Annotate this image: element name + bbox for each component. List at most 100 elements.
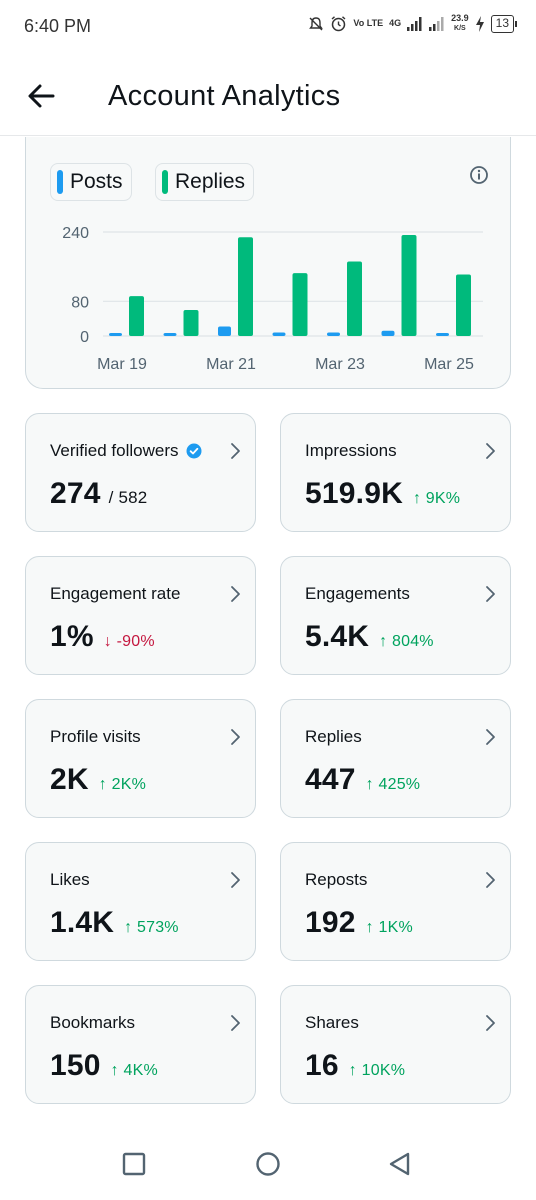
stat-value-row: 16 ↑ 10K% — [305, 1049, 405, 1083]
arrow-left-icon[interactable] — [26, 80, 58, 112]
bar-posts[interactable] — [109, 333, 122, 336]
stat-change: ↑ 1K% — [365, 919, 413, 936]
stat-total: / 582 — [108, 488, 148, 507]
stat-value: 16 — [305, 1049, 339, 1082]
bar-posts[interactable] — [218, 326, 231, 336]
chevron-right-icon — [231, 586, 240, 602]
app-header: Account Analytics — [0, 60, 536, 136]
stat-value-row: 519.9K ↑ 9K% — [305, 477, 460, 511]
status-icons: Vo LTE 4G 23.9 K/S 13 — [308, 14, 518, 33]
stat-title-label: Verified followers — [50, 441, 179, 460]
stat-title-label: Impressions — [305, 441, 397, 460]
data-speed-value: 23.9 — [451, 13, 469, 23]
stat-card-verified-followers[interactable]: Verified followers 274 / 582 — [25, 413, 256, 532]
info-circle-icon[interactable] — [469, 165, 489, 185]
y-tick-label: 80 — [71, 294, 89, 311]
bar-posts[interactable] — [272, 332, 286, 336]
data-speed-unit: K/S — [454, 25, 466, 32]
stat-card-impressions[interactable]: Impressions 519.9K ↑ 9K% — [280, 413, 511, 532]
stat-title-label: Likes — [50, 870, 90, 889]
stat-title-label: Shares — [305, 1013, 359, 1032]
status-bar: 6:40 PM Vo LTE 4G 23.9 K/S 13 — [0, 0, 536, 54]
stat-card-likes[interactable]: Likes 1.4K ↑ 573% — [25, 842, 256, 961]
stat-value: 519.9K — [305, 477, 403, 510]
stat-change: ↑ 573% — [124, 919, 179, 936]
bar-replies[interactable] — [183, 310, 199, 336]
stat-value: 2K — [50, 763, 89, 796]
stat-value: 1.4K — [50, 906, 115, 939]
stat-title: Profile visits — [50, 727, 141, 747]
stat-card-profile-visits[interactable]: Profile visits 2K ↑ 2K% — [25, 699, 256, 818]
bar-posts[interactable] — [381, 330, 395, 336]
stat-card-reposts[interactable]: Reposts 192 ↑ 1K% — [280, 842, 511, 961]
y-tick-label: 0 — [80, 329, 89, 346]
square-icon[interactable] — [120, 1150, 148, 1178]
stat-title-label: Reposts — [305, 870, 368, 889]
stat-value: 150 — [50, 1049, 101, 1082]
x-tick-label: Mar 19 — [97, 356, 147, 373]
stat-title-label: Profile visits — [50, 727, 141, 746]
bar-chart: 240 80 0 Mar 19 Mar 21 Mar 23 Mar 25 — [62, 225, 483, 373]
stat-card-shares[interactable]: Shares 16 ↑ 10K% — [280, 985, 511, 1104]
stat-value: 192 — [305, 906, 356, 939]
signal-2-icon — [429, 16, 444, 31]
stat-title: Engagement rate — [50, 584, 180, 604]
circle-icon[interactable] — [254, 1150, 282, 1178]
x-tick-label: Mar 21 — [206, 356, 256, 373]
stat-change: ↑ 9K% — [412, 490, 461, 507]
status-time: 6:40 PM — [24, 16, 92, 36]
chevron-right-icon — [231, 729, 240, 745]
bar-posts[interactable] — [436, 333, 449, 336]
bar-posts[interactable] — [327, 332, 340, 336]
bar-replies[interactable] — [401, 235, 417, 336]
bar-replies[interactable] — [456, 274, 471, 336]
bar-posts[interactable] — [163, 333, 177, 336]
x-tick-label: Mar 25 — [424, 356, 474, 373]
battery-level: 13 — [490, 14, 518, 33]
stat-card-replies[interactable]: Replies 447 ↑ 425% — [280, 699, 511, 818]
verified-badge-icon — [186, 443, 202, 459]
stat-value-row: 274 / 582 — [50, 477, 147, 511]
stat-value-row: 1% ↓ -90% — [50, 620, 155, 654]
stat-value: 1% — [50, 620, 94, 653]
legend-posts-label: Posts — [70, 170, 123, 193]
stat-title-label: Bookmarks — [50, 1013, 136, 1032]
triangle-back-icon[interactable] — [386, 1150, 414, 1178]
y-tick-label: 240 — [62, 225, 89, 242]
bar-replies[interactable] — [347, 261, 362, 336]
volte-indicator: Vo LTE — [353, 18, 384, 28]
chevron-right-icon — [486, 586, 495, 602]
chevron-right-icon — [231, 443, 240, 459]
legend-replies[interactable]: Replies — [155, 163, 255, 201]
bar-replies[interactable] — [129, 296, 144, 336]
stat-card-engagements[interactable]: Engagements 5.4K ↑ 804% — [280, 556, 511, 675]
bar-replies[interactable] — [238, 237, 253, 336]
stat-card-engagement-rate[interactable]: Engagement rate 1% ↓ -90% — [25, 556, 256, 675]
chevron-right-icon — [486, 443, 495, 459]
alarm-icon — [331, 16, 346, 32]
legend-posts[interactable]: Posts — [50, 163, 132, 201]
stat-value-row: 5.4K ↑ 804% — [305, 620, 434, 654]
stat-value: 5.4K — [305, 620, 370, 653]
stat-change: ↑ 804% — [379, 633, 434, 650]
stat-title: Reposts — [305, 870, 367, 890]
stat-value: 447 — [305, 763, 356, 796]
stat-title-label: Engagement rate — [50, 584, 181, 603]
stat-value: 274 — [50, 477, 101, 510]
stat-value-row: 192 ↑ 1K% — [305, 906, 413, 940]
charging-icon — [475, 15, 484, 32]
legend-replies-label: Replies — [175, 170, 246, 193]
posts-swatch — [57, 170, 63, 194]
notifications-off-icon — [309, 16, 324, 30]
bar-replies[interactable] — [292, 273, 308, 336]
stat-value-row: 150 ↑ 4K% — [50, 1049, 158, 1083]
x-tick-label: Mar 23 — [315, 356, 365, 373]
chevron-right-icon — [486, 1015, 495, 1031]
chevron-right-icon — [486, 729, 495, 745]
stat-card-bookmarks[interactable]: Bookmarks 150 ↑ 4K% — [25, 985, 256, 1104]
stat-value-row: 2K ↑ 2K% — [50, 763, 146, 797]
stat-change: ↑ 2K% — [98, 776, 146, 793]
stat-change: ↑ 10K% — [348, 1062, 406, 1079]
stat-title: Impressions — [305, 441, 397, 461]
data-speed: 23.9 K/S — [451, 14, 469, 33]
